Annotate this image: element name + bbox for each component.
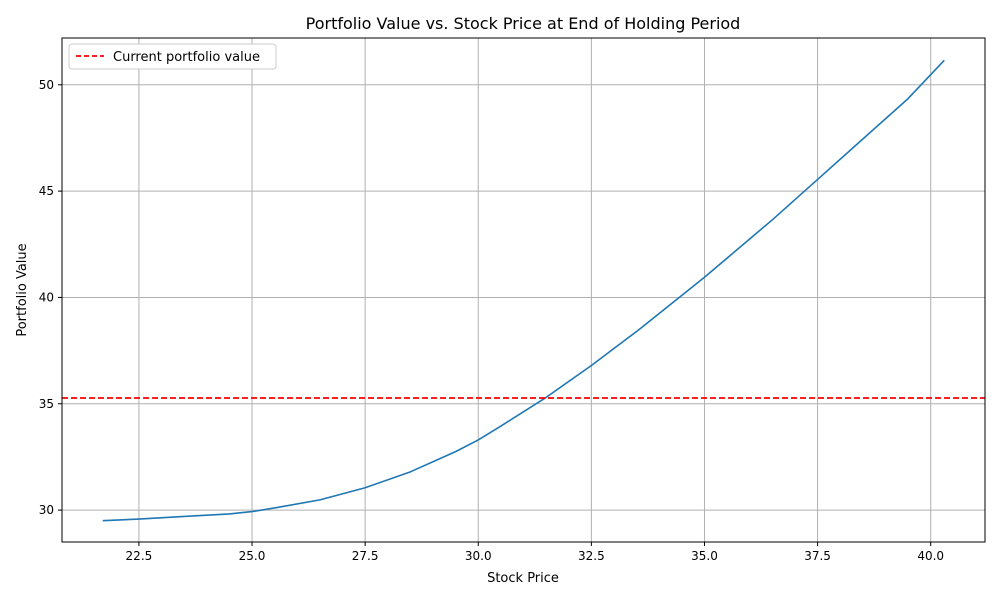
y-axis-label: Portfolio Value xyxy=(15,243,30,336)
tick-layer: 22.5 25.0 27.5 30.0 32.5 35.0 37.5 40.0 30 35 40 45… xyxy=(39,78,944,563)
legend-label-current-value: Current portfolio value xyxy=(113,50,260,65)
y-tick-label: 50 xyxy=(39,78,54,92)
x-tick-label: 35.0 xyxy=(691,549,718,563)
x-tick-label: 27.5 xyxy=(352,549,379,563)
series-layer xyxy=(62,59,985,522)
legend-box xyxy=(68,43,277,70)
plot-frame xyxy=(61,37,986,543)
grid-lines xyxy=(62,38,985,542)
portfolio-value-line xyxy=(102,59,945,522)
x-axis-label: Stock Price xyxy=(487,571,559,586)
x-tick-label: 32.5 xyxy=(578,549,605,563)
x-tick-label: 22.5 xyxy=(126,549,153,563)
chart-title: Portfolio Value vs. Stock Price at End o… xyxy=(306,14,741,33)
legend: Current portfolio value xyxy=(68,43,277,70)
x-tick-label: 37.5 xyxy=(804,549,831,563)
x-tick-label: 30.0 xyxy=(465,549,492,563)
y-tick-label: 30 xyxy=(39,503,54,517)
x-tick-label: 40.0 xyxy=(917,549,944,563)
y-tick-label: 40 xyxy=(39,290,54,304)
y-tick-label: 45 xyxy=(39,184,54,198)
y-tick-label: 35 xyxy=(39,397,54,411)
x-tick-label: 25.0 xyxy=(239,549,266,563)
